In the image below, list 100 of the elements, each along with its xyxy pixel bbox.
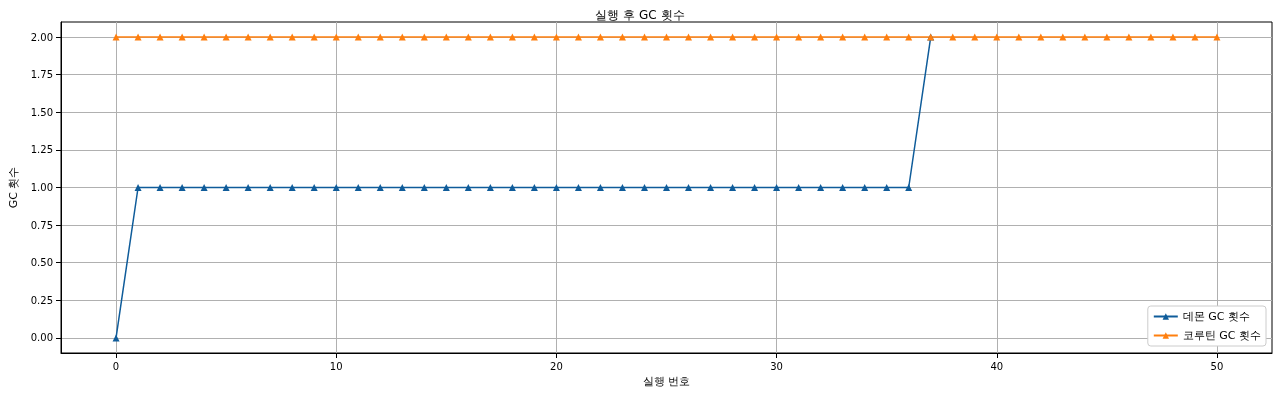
point bbox=[464, 33, 472, 41]
point bbox=[685, 184, 693, 191]
point bbox=[486, 33, 494, 41]
point bbox=[332, 33, 340, 41]
y-tick-label: 1.75 bbox=[30, 69, 53, 81]
point bbox=[861, 184, 869, 191]
point bbox=[949, 33, 957, 41]
point bbox=[861, 33, 869, 41]
point bbox=[839, 33, 847, 41]
point bbox=[729, 184, 737, 191]
point bbox=[222, 184, 230, 191]
point bbox=[530, 184, 538, 191]
x-tick-label: 20 bbox=[550, 360, 563, 372]
y-tick-label: 1.50 bbox=[30, 106, 53, 118]
x-tick-label: 10 bbox=[329, 360, 343, 372]
point bbox=[596, 184, 604, 191]
point bbox=[134, 33, 142, 41]
point bbox=[663, 184, 670, 191]
point bbox=[839, 184, 847, 191]
point bbox=[1213, 33, 1221, 41]
point bbox=[156, 33, 164, 41]
point bbox=[883, 184, 891, 191]
point bbox=[596, 33, 604, 41]
point bbox=[552, 33, 560, 41]
point bbox=[508, 184, 516, 191]
point bbox=[288, 33, 296, 41]
point bbox=[618, 184, 626, 191]
point bbox=[685, 33, 693, 41]
point bbox=[640, 184, 648, 191]
point bbox=[817, 184, 825, 191]
point bbox=[905, 184, 913, 191]
y-tick-label: 2.00 bbox=[30, 31, 53, 43]
point bbox=[156, 184, 164, 191]
point bbox=[574, 33, 582, 41]
point bbox=[266, 33, 274, 41]
point bbox=[707, 184, 715, 191]
point bbox=[1081, 33, 1089, 41]
point bbox=[729, 33, 737, 41]
point bbox=[112, 33, 120, 41]
point bbox=[574, 184, 582, 191]
x-tick-label: 0 bbox=[112, 360, 120, 372]
point bbox=[663, 33, 670, 41]
point bbox=[1015, 33, 1023, 41]
y-axis-title: GC 횟수 bbox=[7, 166, 20, 209]
point bbox=[244, 184, 252, 191]
point bbox=[751, 33, 759, 41]
point bbox=[795, 33, 803, 41]
point bbox=[1169, 33, 1177, 41]
y-tick-label: 0.00 bbox=[30, 332, 53, 344]
point bbox=[773, 184, 781, 191]
point bbox=[376, 33, 384, 41]
point bbox=[552, 184, 560, 191]
point bbox=[398, 184, 406, 191]
point bbox=[486, 184, 494, 191]
point bbox=[310, 184, 318, 191]
y-tick-label: 0.75 bbox=[30, 219, 53, 231]
point bbox=[134, 184, 142, 191]
point bbox=[442, 184, 450, 191]
point bbox=[332, 184, 340, 191]
point bbox=[883, 33, 891, 41]
point bbox=[1191, 33, 1199, 41]
point bbox=[795, 184, 803, 191]
point bbox=[420, 33, 428, 41]
point bbox=[1147, 33, 1155, 41]
point bbox=[1125, 33, 1133, 41]
chart-title: 실행 후 GC 횟수 bbox=[595, 8, 685, 22]
point bbox=[222, 33, 230, 41]
point bbox=[773, 33, 781, 41]
point bbox=[751, 184, 759, 191]
point bbox=[530, 33, 538, 41]
point bbox=[640, 33, 648, 41]
point bbox=[288, 184, 296, 191]
legend-label: 코루틴 GC 횟수 bbox=[1182, 329, 1262, 342]
point bbox=[993, 33, 1001, 41]
point bbox=[398, 33, 406, 41]
y-tick-label: 1.25 bbox=[30, 144, 53, 156]
point bbox=[310, 33, 318, 41]
legend-label: 데몬 GC 횟수 bbox=[1182, 310, 1251, 323]
point bbox=[178, 33, 186, 41]
point bbox=[618, 33, 626, 41]
point bbox=[420, 184, 428, 191]
point bbox=[354, 33, 362, 41]
x-tick-label: 50 bbox=[1210, 360, 1224, 372]
point bbox=[971, 33, 979, 41]
point bbox=[178, 184, 186, 191]
point bbox=[200, 33, 208, 41]
point bbox=[1103, 33, 1111, 41]
point bbox=[266, 184, 274, 191]
point bbox=[817, 33, 825, 41]
point bbox=[376, 184, 384, 191]
point bbox=[200, 184, 208, 191]
y-tick-label: 0.50 bbox=[30, 257, 53, 269]
point bbox=[707, 33, 715, 41]
x-axis-title: 실행 번호 bbox=[642, 374, 691, 388]
y-tick-label: 0.25 bbox=[30, 294, 53, 306]
point bbox=[354, 184, 362, 191]
point bbox=[508, 33, 516, 41]
point bbox=[1037, 33, 1045, 41]
point bbox=[442, 33, 450, 41]
point bbox=[244, 33, 252, 41]
